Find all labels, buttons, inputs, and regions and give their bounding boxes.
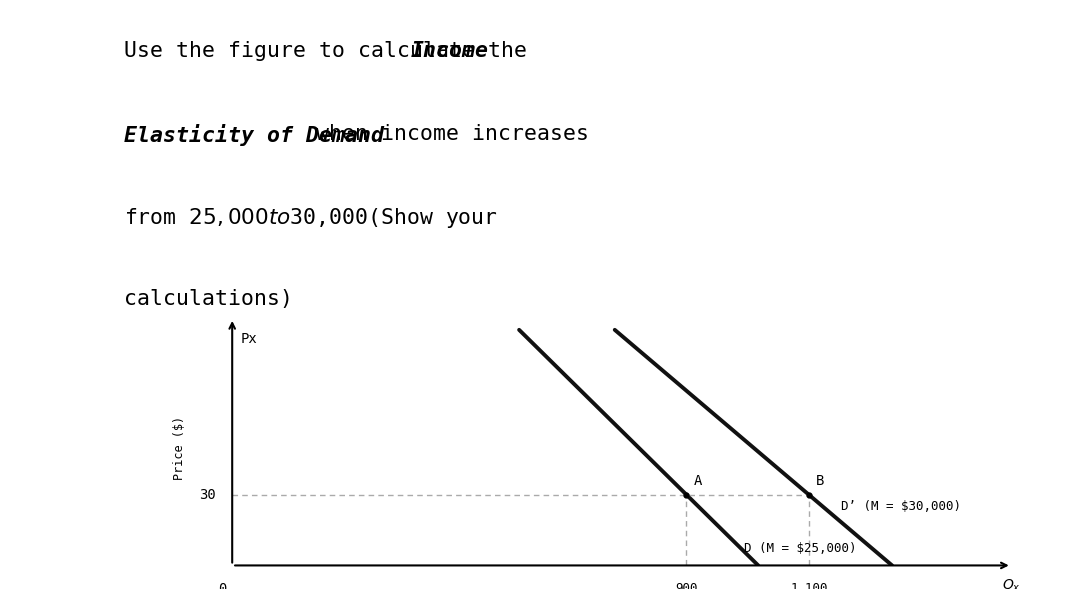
Text: 30: 30	[199, 488, 216, 502]
Text: B: B	[816, 474, 824, 488]
Text: Px: Px	[241, 332, 257, 346]
Text: when income increases: when income increases	[303, 124, 590, 144]
Text: Price ($): Price ($)	[173, 416, 186, 479]
Text: 900: 900	[675, 582, 698, 589]
Text: D’ (M = $30,000): D’ (M = $30,000)	[840, 500, 960, 513]
Text: from $25,000 to $30,000(Show your: from $25,000 to $30,000(Show your	[124, 206, 498, 230]
Text: Use the figure to calculate the: Use the figure to calculate the	[124, 41, 540, 61]
Text: 1,100: 1,100	[791, 582, 827, 589]
Text: calculations): calculations)	[124, 289, 293, 309]
Text: $Q_x$: $Q_x$	[1002, 577, 1021, 589]
Text: 0: 0	[218, 582, 227, 589]
Text: A: A	[693, 474, 702, 488]
Text: Elasticity of Demand: Elasticity of Demand	[124, 124, 384, 145]
Text: D (M = $25,000): D (M = $25,000)	[744, 542, 856, 555]
Text: Income: Income	[411, 41, 489, 61]
